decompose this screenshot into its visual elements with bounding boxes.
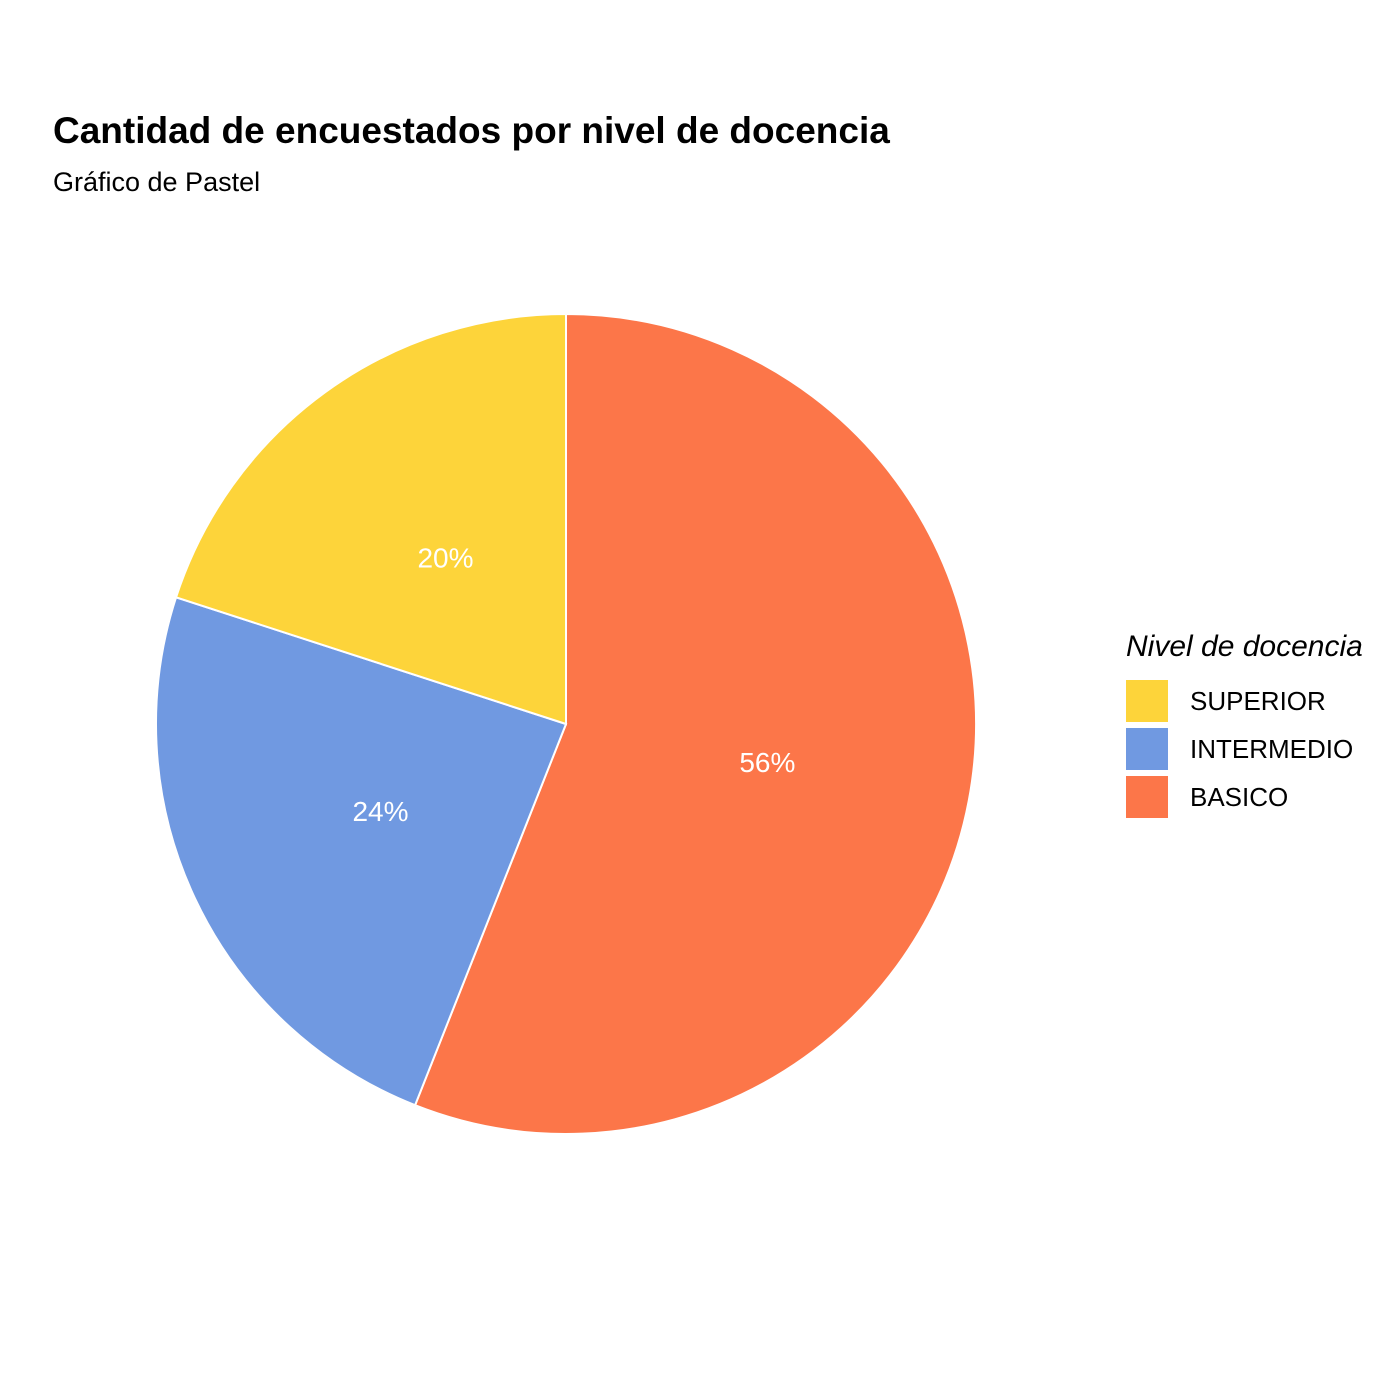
legend-label-intermedio: INTERMEDIO: [1190, 733, 1354, 764]
legend-title: Nivel de docencia: [1126, 630, 1363, 663]
legend-item-superior: SUPERIOR: [1126, 677, 1363, 725]
legend-label-basico: BASICO: [1190, 781, 1289, 812]
chart-subtitle: Gráfico de Pastel: [53, 167, 261, 197]
pie-slice-basico: [413, 312, 977, 1135]
legend-label-superior: SUPERIOR: [1190, 685, 1326, 716]
slice-label-basico: 56%: [739, 747, 795, 778]
legend-swatch-intermedio: [1126, 728, 1168, 770]
pie-slices: [155, 312, 977, 1135]
legend-item-basico: BASICO: [1126, 773, 1363, 821]
pie-slice-labels: 56% 24% 20%: [352, 543, 795, 827]
legend-item-intermedio: INTERMEDIO: [1126, 725, 1363, 773]
legend: Nivel de docencia SUPERIOR INTERMEDIO BASI…: [1126, 625, 1363, 821]
legend-swatch-basico: [1126, 776, 1168, 818]
chart-title: Cantidad de encuestados por nivel de doc…: [53, 110, 890, 151]
legend-items: SUPERIOR INTERMEDIO BASICO: [1126, 677, 1363, 821]
pie-slice-intermedio: [155, 596, 568, 1107]
pie-slice-superior: [174, 312, 567, 726]
slice-label-intermedio: 24%: [352, 796, 408, 827]
legend-swatch-superior: [1126, 680, 1168, 722]
slice-label-superior: 20%: [417, 543, 473, 574]
